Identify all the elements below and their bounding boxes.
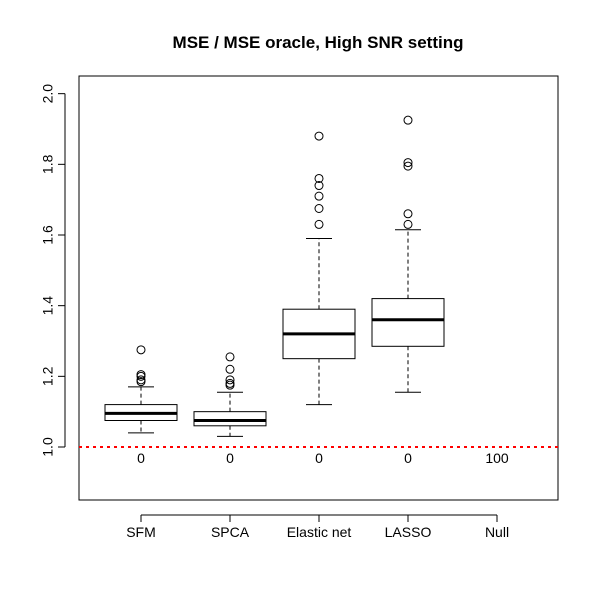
count-label: 0 — [315, 450, 323, 466]
x-tick-label: SPCA — [211, 524, 250, 540]
x-tick-label: LASSO — [385, 524, 432, 540]
outlier-point — [136, 375, 146, 385]
count-label: 100 — [485, 450, 509, 466]
outlier-point — [403, 158, 413, 168]
y-tick-label: 1.4 — [40, 296, 56, 316]
count-label: 0 — [137, 450, 145, 466]
y-tick-label: 2.0 — [40, 84, 56, 104]
y-tick-label: 1.6 — [40, 225, 56, 245]
chart-title: MSE / MSE oracle, High SNR setting — [173, 33, 464, 52]
x-tick-label: Elastic net — [287, 524, 352, 540]
outlier-point — [225, 378, 235, 388]
outlier-point — [403, 161, 413, 171]
y-tick-label: 1.2 — [40, 366, 56, 386]
outlier-point — [314, 173, 324, 183]
x-tick-label: Null — [485, 524, 509, 540]
outlier-point — [314, 181, 324, 191]
outlier-point — [225, 375, 235, 385]
y-tick-label: 1.8 — [40, 154, 56, 174]
outlier-point — [403, 219, 413, 229]
outlier-point — [314, 191, 324, 201]
y-tick-label: 1.0 — [40, 437, 56, 457]
x-tick-label: SFM — [126, 524, 156, 540]
outlier-point — [136, 345, 146, 355]
plot-area: 1.0 1.2 1.4 1.6 1.8 2.0 SFM SPCA Elastic net LASS… — [40, 75, 559, 540]
count-label: 0 — [404, 450, 412, 466]
box-spca — [193, 411, 267, 427]
outlier-point — [403, 209, 413, 219]
outlier-point — [314, 131, 324, 141]
outlier-point — [225, 364, 235, 374]
count-label: 0 — [226, 450, 234, 466]
outlier-point — [314, 204, 324, 213]
outlier-point — [225, 352, 235, 362]
outlier-point — [314, 219, 324, 229]
outlier-point — [136, 370, 146, 380]
plot-frame — [78, 75, 559, 501]
box-lasso — [371, 298, 445, 347]
outlier-point — [403, 115, 413, 125]
